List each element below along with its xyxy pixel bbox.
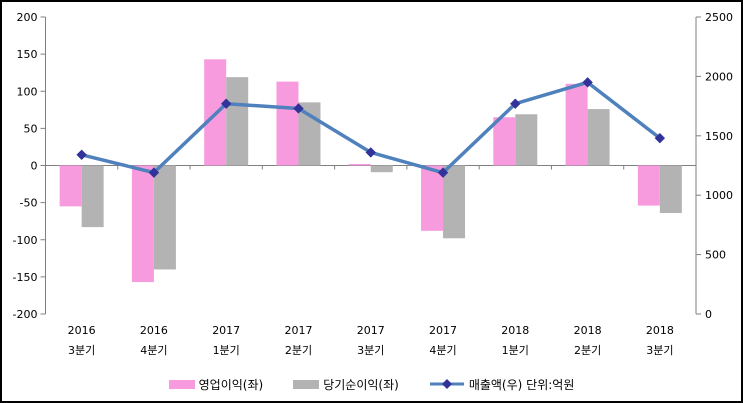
x-axis-label-quarter: 3분기 xyxy=(646,344,673,357)
x-axis-label-quarter: 1분기 xyxy=(502,344,529,357)
left-axis-tick-label: 150 xyxy=(17,48,38,61)
x-axis-label-quarter: 4분기 xyxy=(140,344,167,357)
x-axis-label-year: 2016 xyxy=(140,324,168,337)
left-axis-tick-label: -200 xyxy=(13,308,38,321)
line-marker-sales xyxy=(437,167,449,178)
x-axis-label-quarter: 2분기 xyxy=(574,344,601,357)
bar-operating-profit xyxy=(637,165,660,206)
left-axis-tick-label: -50 xyxy=(20,197,38,210)
bar-net-profit xyxy=(226,77,249,166)
line-marker-sales xyxy=(76,149,87,161)
right-axis-tick-label: 500 xyxy=(705,249,726,262)
x-axis-label-quarter: 4분기 xyxy=(429,344,456,357)
bar-operating-profit xyxy=(348,164,371,166)
bar-net-profit xyxy=(587,109,610,166)
bar-net-profit xyxy=(659,165,682,214)
legend-item-sales: 매출액(우) 단위:억원 xyxy=(429,376,575,393)
right-axis-tick-label: 2500 xyxy=(705,11,733,24)
bar-operating-profit xyxy=(421,165,444,231)
legend-line-marker-icon xyxy=(429,379,464,389)
left-axis-tick-label: -100 xyxy=(13,234,38,247)
x-axis-label-quarter: 3분기 xyxy=(68,344,95,357)
line-marker-sales xyxy=(148,167,160,178)
right-axis-tick-label: 0 xyxy=(705,308,712,321)
line-marker-sales xyxy=(654,132,666,144)
x-axis-label-year: 2018 xyxy=(501,324,529,337)
x-axis-label-quarter: 2분기 xyxy=(285,344,312,357)
bar-operating-profit xyxy=(565,83,588,166)
x-axis-label-year: 2018 xyxy=(574,324,602,337)
line-marker-sales xyxy=(365,147,376,158)
x-axis-label-quarter: 1분기 xyxy=(213,344,240,357)
left-axis-tick-label: 0 xyxy=(31,160,38,173)
legend-item-operating-profit: 영업이익(좌) xyxy=(168,376,264,393)
bar-net-profit xyxy=(443,165,466,239)
legend-swatch-net-profit xyxy=(293,379,320,389)
legend-label-sales: 매출액(우) 단위:억원 xyxy=(468,377,575,392)
line-marker-sales xyxy=(220,98,232,109)
x-axis-label-year: 2017 xyxy=(357,324,385,337)
combo-chart-plot: 200150100500-50-100-150-2002500200015001… xyxy=(13,11,733,357)
bar-operating-profit xyxy=(131,165,154,283)
chart-legend: 영업이익(좌) 당기순이익(좌) 매출액(우) 단위:억원 xyxy=(2,373,741,395)
legend-item-net-profit: 당기순이익(좌) xyxy=(293,376,399,393)
bar-operating-profit xyxy=(276,81,299,166)
line-marker-sales xyxy=(293,103,304,114)
right-axis-tick-label: 1500 xyxy=(705,130,733,143)
bar-net-profit xyxy=(153,165,176,270)
bar-net-profit xyxy=(370,165,393,173)
legend-swatch-operating-profit xyxy=(168,379,195,389)
bar-net-profit xyxy=(81,165,104,228)
right-axis-tick-label: 1000 xyxy=(705,189,733,202)
left-axis-tick-label: 50 xyxy=(24,122,38,135)
x-axis-label-year: 2018 xyxy=(646,324,674,337)
legend-label-net-profit: 당기순이익(좌) xyxy=(323,377,399,392)
left-axis-tick-label: 200 xyxy=(17,11,38,24)
line-marker-sales xyxy=(582,77,593,88)
right-axis-tick-label: 2000 xyxy=(705,70,733,83)
left-axis-tick-label: 100 xyxy=(17,85,38,98)
x-axis-label-quarter: 3분기 xyxy=(357,344,384,357)
x-axis-label-year: 2017 xyxy=(212,324,240,337)
x-axis-label-year: 2016 xyxy=(68,324,96,337)
bar-operating-profit xyxy=(493,117,516,166)
x-axis-label-year: 2017 xyxy=(284,324,312,337)
line-marker-sales xyxy=(510,98,521,109)
bar-net-profit xyxy=(515,114,538,166)
legend-label-operating-profit: 영업이익(좌) xyxy=(198,377,264,392)
x-axis-label-year: 2017 xyxy=(429,324,457,337)
bar-operating-profit xyxy=(59,165,82,207)
left-axis-tick-label: -150 xyxy=(13,271,38,284)
